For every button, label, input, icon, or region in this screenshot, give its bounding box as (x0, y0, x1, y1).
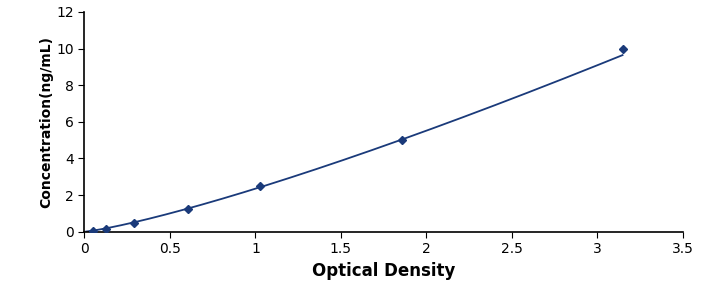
X-axis label: Optical Density: Optical Density (312, 262, 455, 280)
Y-axis label: Concentration(ng/mL): Concentration(ng/mL) (39, 36, 54, 208)
